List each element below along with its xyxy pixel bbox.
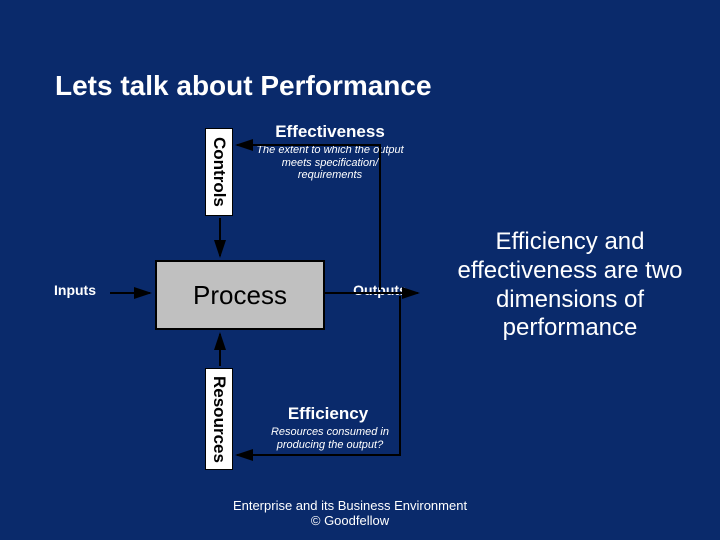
performance-statement: Efficiency and effectiveness are two dim…: [440, 228, 700, 343]
resources-label: Resources: [209, 376, 229, 463]
controls-label: Controls: [209, 137, 229, 207]
footer-credit: Enterprise and its Business Environment …: [230, 498, 470, 528]
resources-label-box: Resources: [205, 368, 233, 470]
process-box: Process: [155, 260, 325, 330]
controls-label-box: Controls: [205, 128, 233, 216]
effectiveness-heading: Effectiveness: [255, 122, 405, 142]
efficiency-subtext: Resources consumed in producing the outp…: [250, 426, 410, 451]
inputs-label: Inputs: [40, 282, 110, 298]
outputs-label: Outputs: [340, 282, 420, 298]
slide-title: Lets talk about Performance: [55, 70, 432, 102]
effectiveness-subtext: The extent to which the output meets spe…: [250, 144, 410, 182]
efficiency-heading: Efficiency: [268, 404, 388, 424]
process-label: Process: [193, 280, 287, 311]
